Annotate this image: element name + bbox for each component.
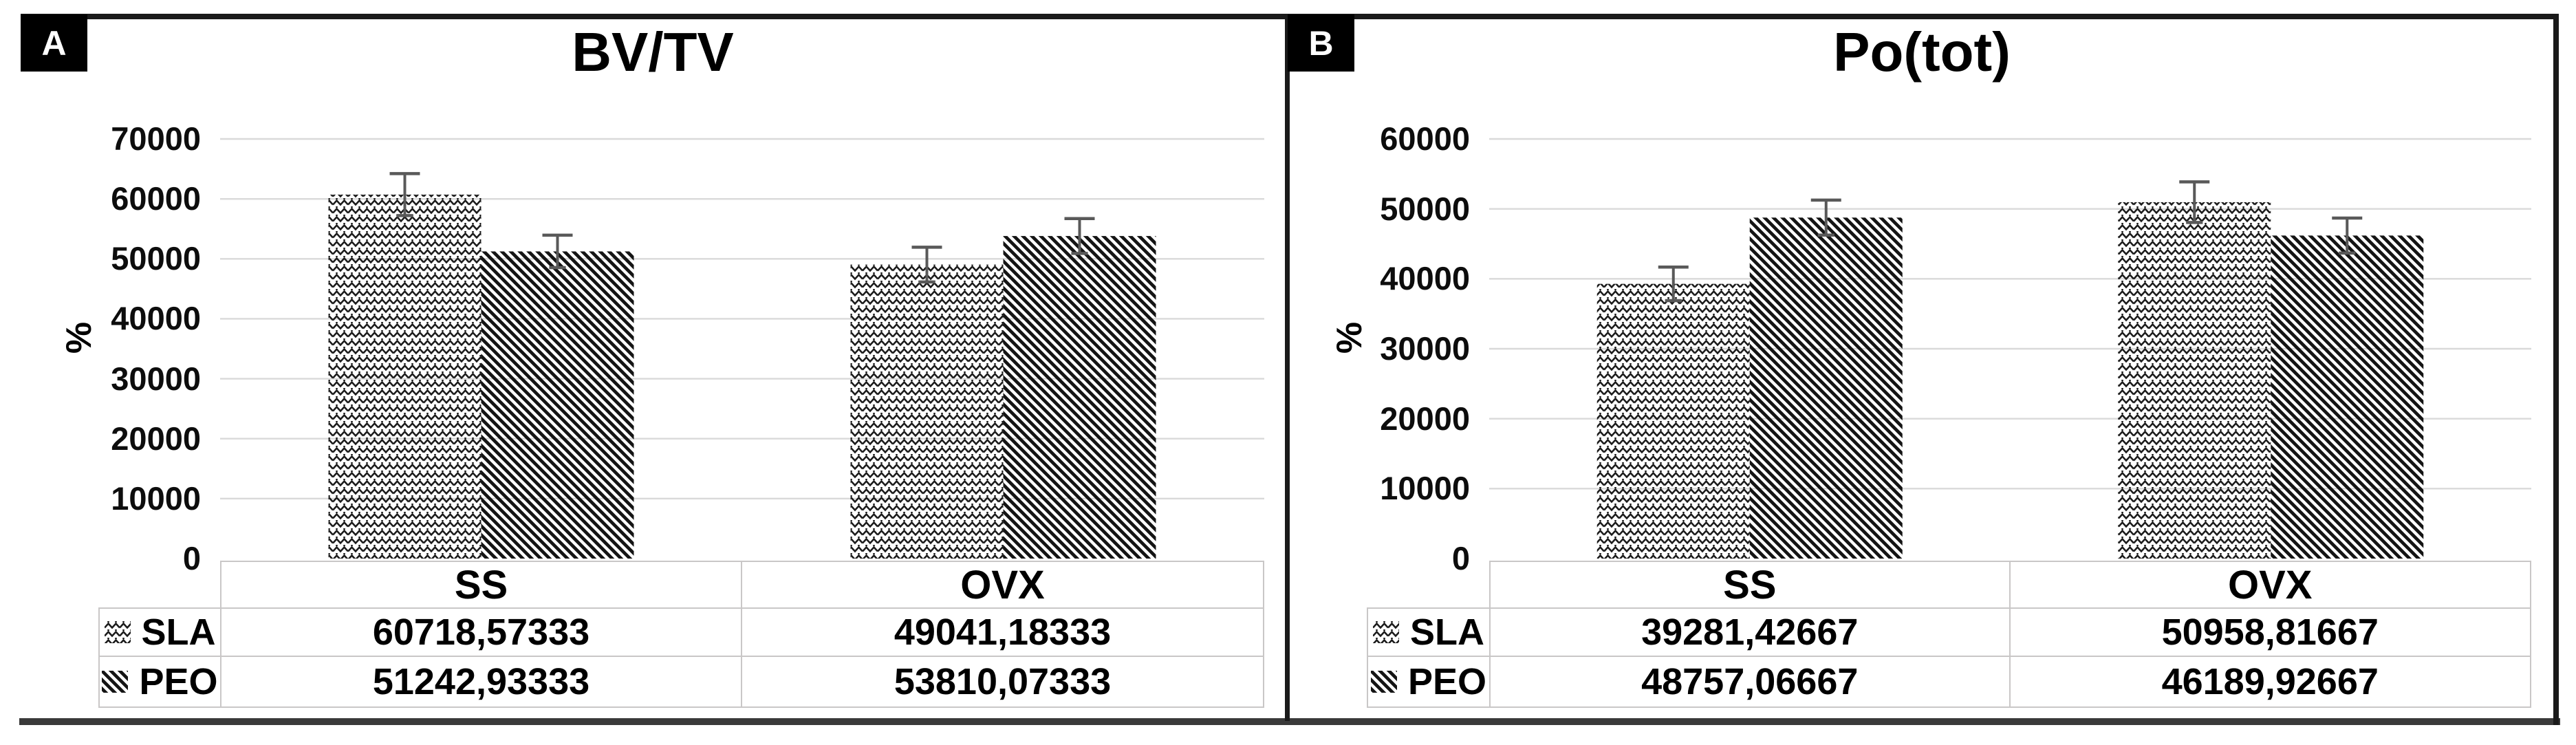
bar-peo-ss bbox=[481, 251, 634, 559]
y-axis-tick-label: 30000 bbox=[111, 360, 201, 397]
bar-peo-ovx bbox=[1003, 236, 1156, 559]
bar-sla-ovx bbox=[2118, 202, 2271, 559]
table-header-ovx: OVX bbox=[2009, 561, 2531, 609]
legend-pattern-swatch-sla bbox=[104, 621, 131, 643]
panel-b-letter-badge: B bbox=[1288, 14, 1354, 72]
y-axis-tick-label: 0 bbox=[1451, 540, 1470, 576]
table-header-ovx: OVX bbox=[741, 561, 1264, 609]
y-axis-tick-label: 20000 bbox=[111, 420, 201, 457]
bar-peo-ss bbox=[1749, 217, 1903, 559]
y-axis-tick-label: 0 bbox=[182, 540, 201, 576]
y-axis-tick-label: 30000 bbox=[1380, 330, 1470, 367]
legend-series-label: SLA bbox=[1410, 612, 1484, 653]
table-value-peo-ss: 48757,06667 bbox=[1489, 656, 2011, 708]
table-value-peo-ss: 51242,93333 bbox=[220, 656, 742, 708]
panel-a-letter-badge: A bbox=[21, 14, 87, 72]
y-axis-tick-label: 40000 bbox=[111, 300, 201, 337]
legend-cell-sla: SLA bbox=[98, 607, 221, 657]
y-axis-tick-label: 50000 bbox=[111, 240, 201, 277]
y-axis-tick-label: 20000 bbox=[1380, 400, 1470, 437]
y-axis-tick-label: 50000 bbox=[1380, 190, 1470, 227]
legend-series-label: PEO bbox=[139, 661, 218, 702]
figure-bottom-border bbox=[19, 718, 2560, 725]
bar-sla-ss bbox=[328, 194, 481, 559]
figure-right-border bbox=[2553, 14, 2559, 725]
y-axis-tick-label: 60000 bbox=[1380, 120, 1470, 157]
panel-divider-line bbox=[1285, 14, 1290, 721]
legend-series-label: PEO bbox=[1407, 661, 1487, 702]
legend-pattern-swatch-sla bbox=[1373, 621, 1399, 643]
table-header-ss: SS bbox=[220, 561, 742, 609]
y-axis-tick-label: 10000 bbox=[1380, 470, 1470, 507]
legend-cell-sla: SLA bbox=[1367, 607, 1491, 657]
table-value-sla-ss: 39281,42667 bbox=[1489, 607, 2011, 657]
legend-cell-peo: PEO bbox=[98, 656, 221, 708]
bar-peo-ovx bbox=[2271, 235, 2424, 559]
legend-pattern-swatch-peo bbox=[102, 671, 129, 693]
chart-title-pototal: Po(tot) bbox=[1833, 21, 2011, 83]
legend-cell-peo: PEO bbox=[1367, 656, 1491, 708]
y-axis-tick-label: 40000 bbox=[1380, 260, 1470, 297]
chart-title-bvtv: BV/TV bbox=[572, 21, 734, 83]
table-value-sla-ovx: 49041,18333 bbox=[741, 607, 1264, 657]
y-axis-tick-label: 70000 bbox=[111, 120, 201, 157]
table-header-ss: SS bbox=[1489, 561, 2011, 609]
legend-series-label: SLA bbox=[141, 612, 216, 653]
table-value-sla-ovx: 50958,81667 bbox=[2009, 607, 2531, 657]
legend-pattern-swatch-peo bbox=[1370, 671, 1397, 693]
y-axis-tick-label: 60000 bbox=[111, 180, 201, 217]
table-value-peo-ovx: 53810,07333 bbox=[741, 656, 1264, 708]
bar-sla-ss bbox=[1597, 283, 1750, 559]
bar-sla-ovx bbox=[850, 264, 1004, 559]
table-value-peo-ovx: 46189,92667 bbox=[2009, 656, 2531, 708]
table-value-sla-ss: 60718,57333 bbox=[220, 607, 742, 657]
y-axis-tick-label: 10000 bbox=[111, 479, 201, 517]
